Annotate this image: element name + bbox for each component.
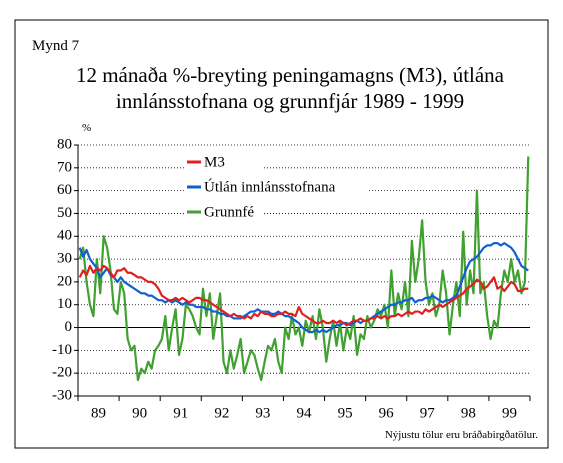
note: Nýjustu tölur eru bráðabirgðatölur. (385, 429, 538, 441)
x-tick-label: 96 (379, 405, 395, 421)
y-tick-label: 10 (57, 296, 72, 312)
x-tick-label: 90 (132, 405, 147, 421)
x-tick-label: 97 (420, 405, 436, 421)
frame (14, 19, 549, 449)
legend-label: Grunnfé (204, 204, 254, 220)
y-tick-label: 20 (57, 273, 72, 289)
y-tick-label: -30 (52, 387, 72, 403)
x-tick-label: 89 (91, 405, 106, 421)
y-tick-label: 80 (57, 136, 72, 152)
figure-label: Mynd 7 (32, 38, 80, 54)
y-tick-label: 50 (57, 205, 72, 221)
x-tick-label: 95 (338, 405, 353, 421)
y-tick-label: 60 (57, 182, 72, 198)
x-tick-label: 91 (173, 405, 188, 421)
legend-bg (184, 177, 369, 197)
y-tick-label: 30 (57, 251, 72, 267)
chart-title: 12 mánaða %-breyting peningamagns (M3), … (76, 63, 505, 87)
legend-label: M3 (204, 154, 225, 170)
chart-title: innlánsstofnana og grunnfjár 1989 - 1999 (116, 89, 464, 113)
y-tick-label: 0 (65, 319, 73, 335)
x-tick-label: 94 (297, 405, 313, 421)
y-axis-label: % (82, 122, 91, 134)
legend-bg (184, 202, 264, 222)
series-line (78, 264, 529, 327)
y-tick-label: -20 (52, 365, 72, 381)
x-tick-label: 98 (461, 405, 476, 421)
y-tick-label: 70 (57, 159, 72, 175)
legend-bg (184, 152, 264, 172)
legend-label: Útlán innlánsstofnana (204, 178, 336, 195)
series-line (78, 242, 529, 334)
y-tick-label: -10 (52, 342, 72, 358)
y-tick-label: 40 (57, 228, 72, 244)
x-tick-label: 93 (255, 405, 270, 421)
x-tick-label: 92 (214, 405, 229, 421)
x-tick-label: 99 (502, 405, 517, 421)
